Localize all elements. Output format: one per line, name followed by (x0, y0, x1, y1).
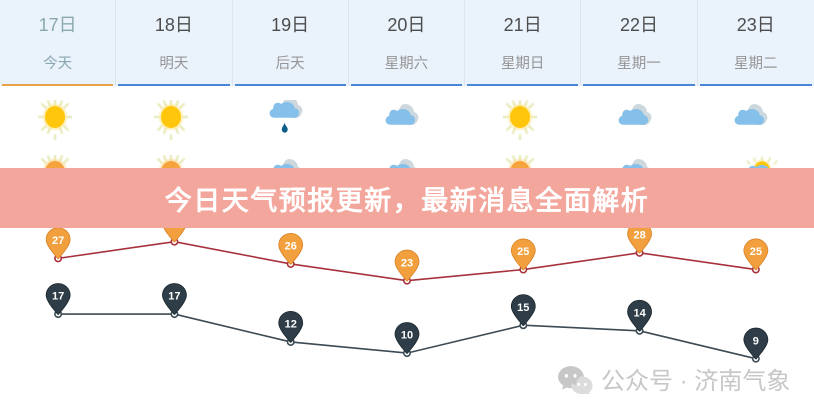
svg-text:14: 14 (633, 307, 646, 319)
svg-text:25: 25 (517, 246, 529, 258)
svg-text:17: 17 (168, 291, 180, 303)
svg-text:12: 12 (285, 319, 297, 331)
svg-text:23: 23 (401, 257, 413, 269)
svg-text:17: 17 (52, 291, 64, 303)
svg-text:25: 25 (750, 246, 762, 258)
svg-text:26: 26 (285, 241, 297, 253)
svg-text:15: 15 (517, 302, 529, 314)
svg-text:9: 9 (753, 335, 759, 347)
svg-text:28: 28 (633, 229, 645, 241)
svg-text:10: 10 (401, 330, 413, 342)
svg-text:27: 27 (52, 235, 64, 247)
